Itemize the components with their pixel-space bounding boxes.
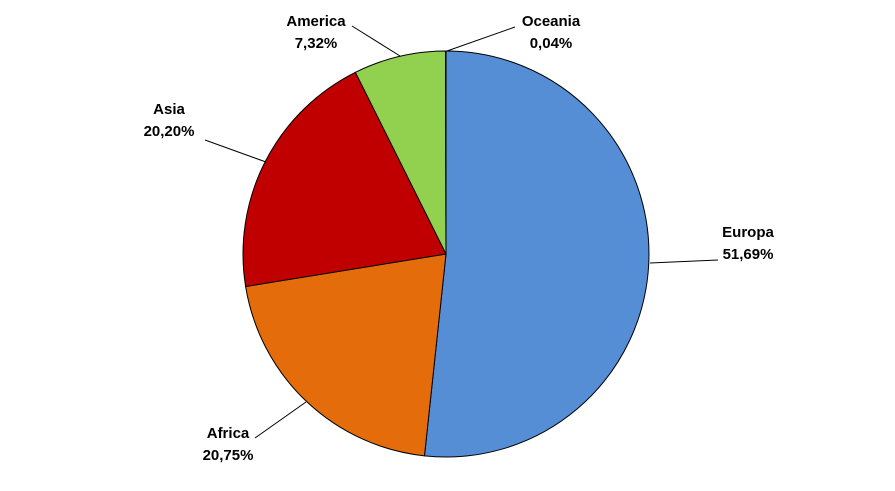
leader-line-america <box>351 25 401 57</box>
leader-line-europa <box>649 259 719 264</box>
slice-label-asia: Asia <box>153 101 185 118</box>
slice-labels: Europa 51,69% Africa 20,75% Asia 20,20% Americ… <box>144 13 775 464</box>
leader-lines <box>204 25 719 439</box>
pie-slice-oceania <box>444 50 447 255</box>
pie-slice-europa <box>423 50 650 458</box>
slice-label-europa: Europa <box>722 224 774 241</box>
leader-line-africa <box>254 401 307 439</box>
pie-slice-africa <box>245 253 447 457</box>
slice-label-america: America <box>286 13 346 30</box>
slice-label-africa: Africa <box>207 425 250 442</box>
slice-value-europa: 51,69% <box>723 246 774 263</box>
pie-slices <box>242 50 650 458</box>
leader-line-asia <box>204 139 267 163</box>
slice-value-africa: 20,75% <box>203 447 254 464</box>
leader-line-oceania <box>446 26 516 52</box>
slice-value-america: 7,32% <box>295 35 338 52</box>
slice-value-asia: 20,20% <box>144 123 195 140</box>
slice-value-oceania: 0,04% <box>530 35 573 52</box>
slice-label-oceania: Oceania <box>522 13 581 30</box>
